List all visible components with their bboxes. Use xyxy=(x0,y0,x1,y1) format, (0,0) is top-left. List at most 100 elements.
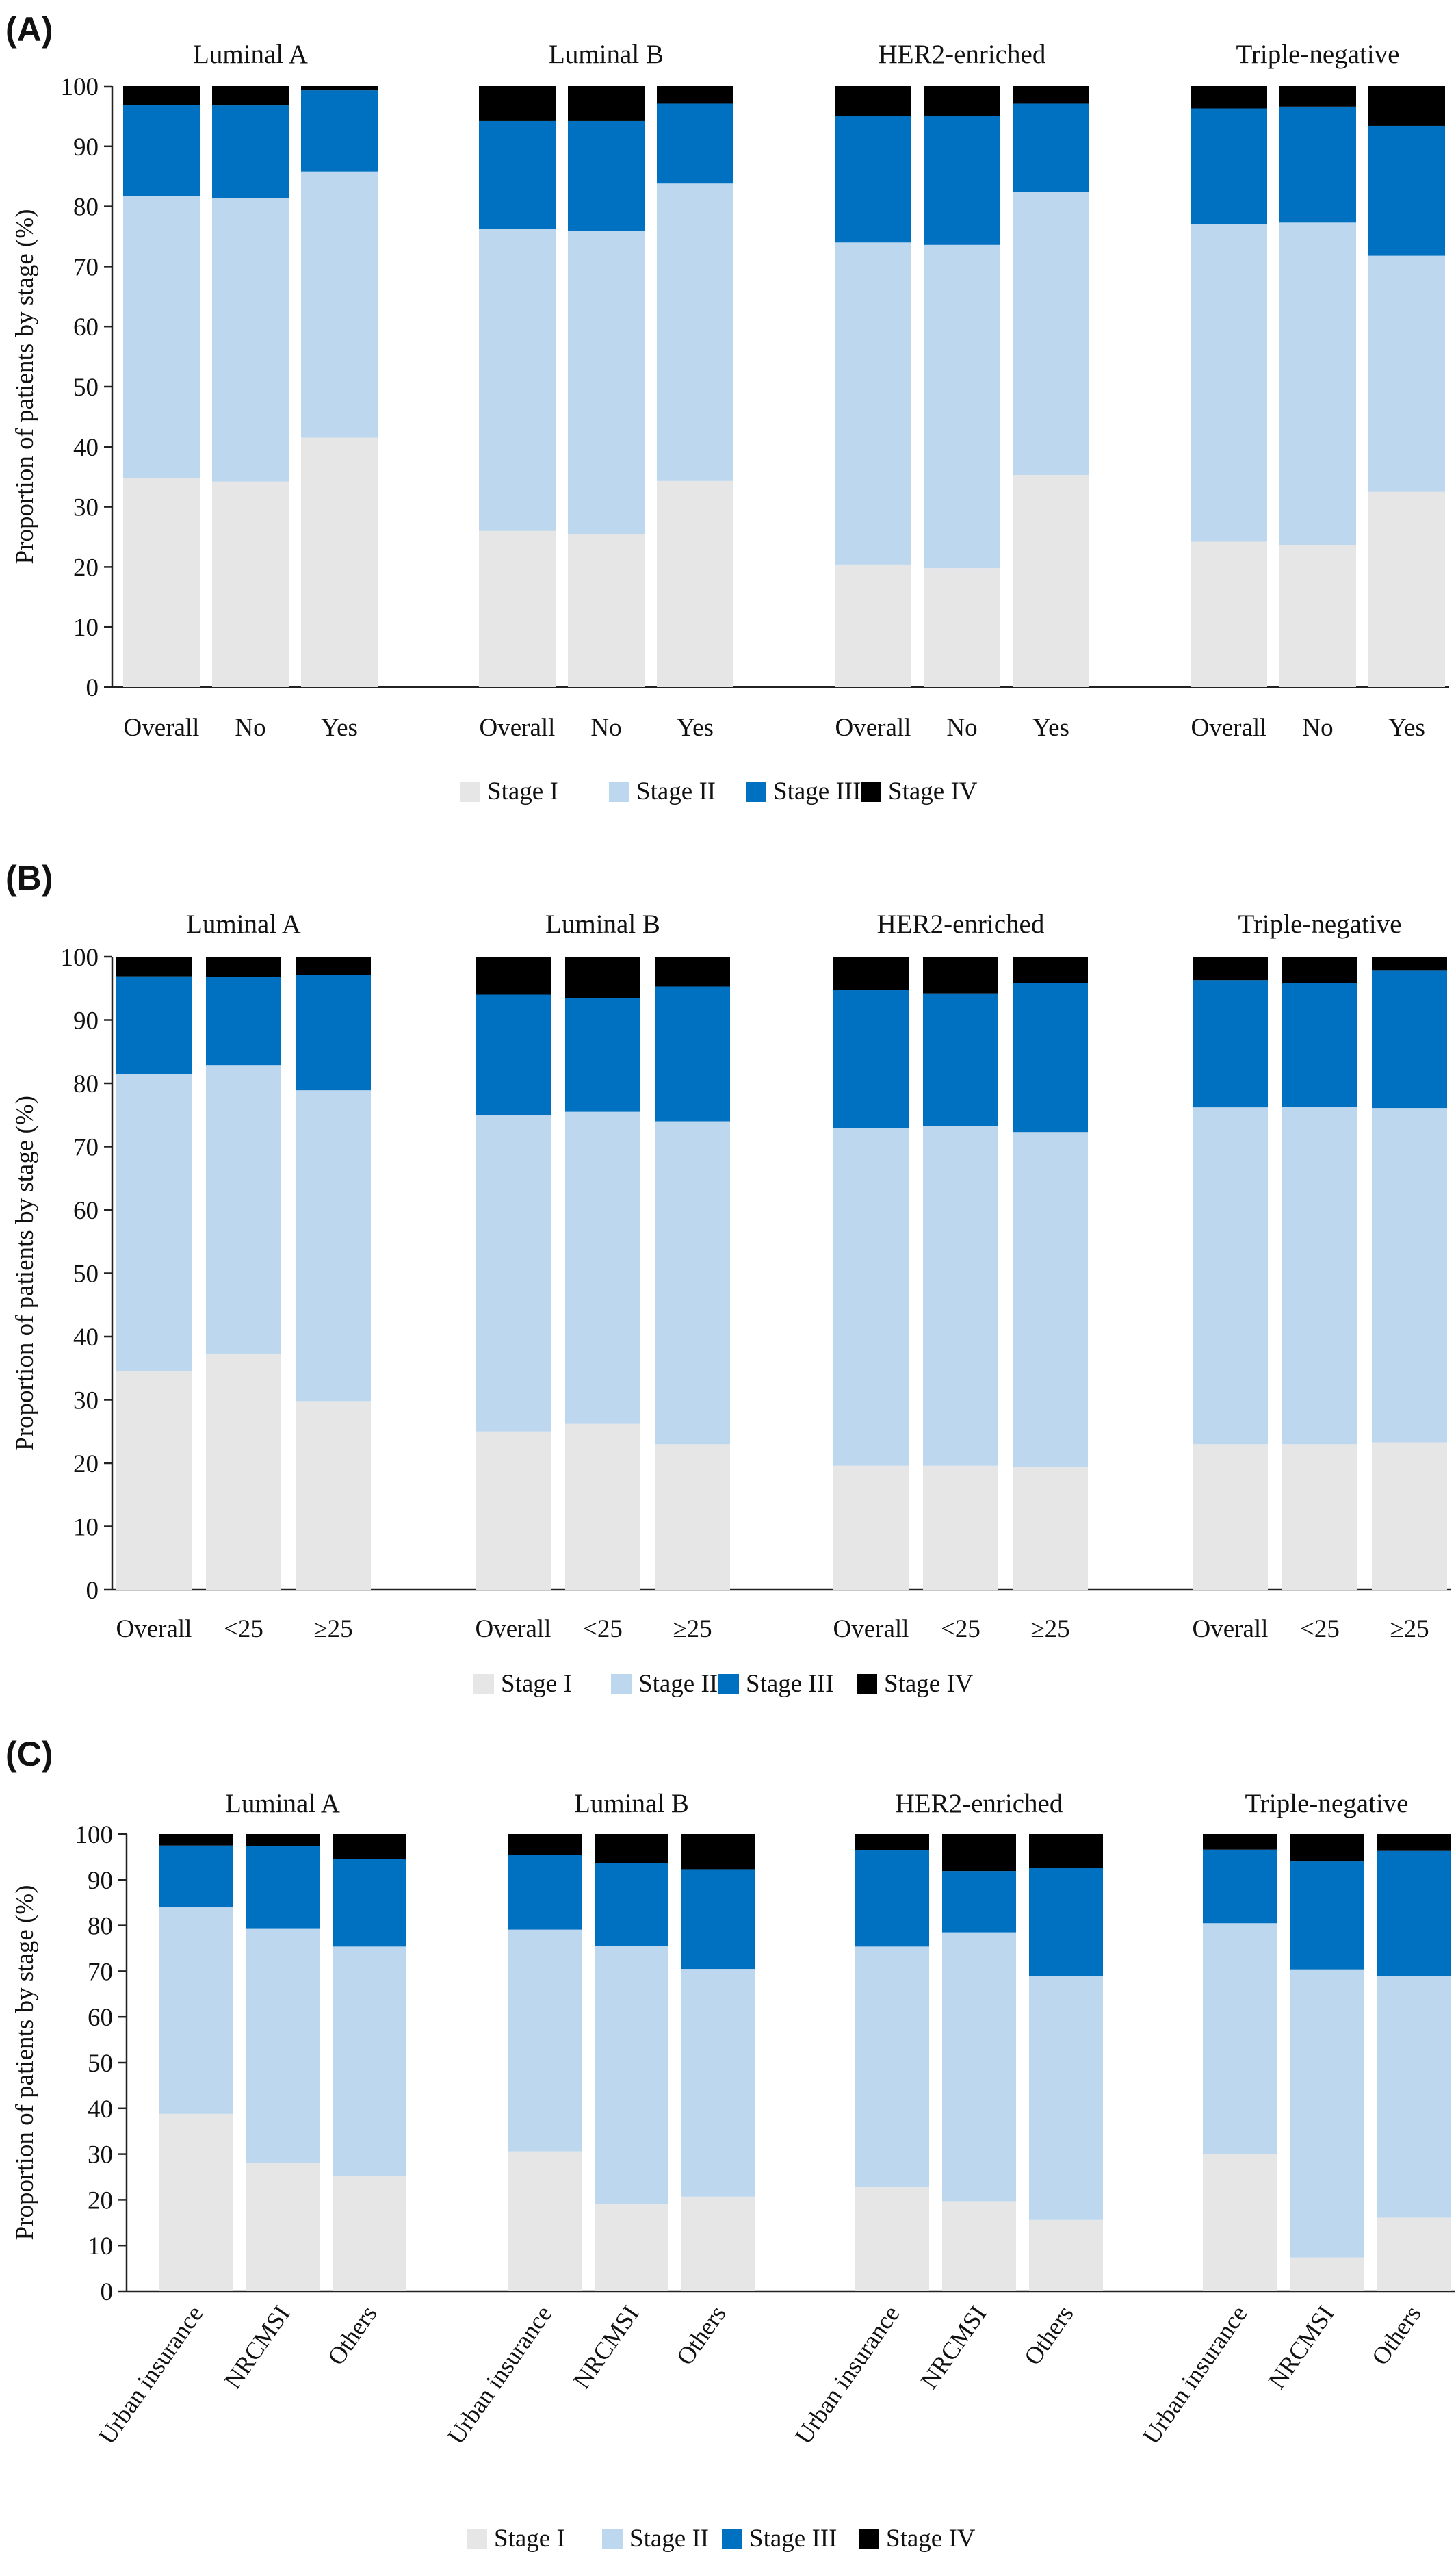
bar-segment xyxy=(479,120,556,229)
bar-segment xyxy=(1282,957,1357,983)
y-tick-label: 60 xyxy=(88,2004,113,2032)
bar-segment xyxy=(924,86,1000,116)
bar-segment xyxy=(565,1423,640,1590)
x-tick-label: Overall xyxy=(1193,1615,1269,1643)
bar-segment xyxy=(476,994,551,1115)
bar-segment xyxy=(1013,192,1089,476)
legend-label: Stage II xyxy=(638,1670,718,1698)
group-title: HER2-enriched xyxy=(896,1789,1063,1818)
bar-segment xyxy=(833,1465,909,1590)
group-title: HER2-enriched xyxy=(879,40,1046,69)
group-title: Luminal A xyxy=(193,40,308,69)
legend-label: Stage III xyxy=(746,1670,833,1698)
y-tick-label: 90 xyxy=(73,133,99,162)
y-tick-label: 90 xyxy=(88,1867,113,1895)
y-tick-label: 40 xyxy=(88,2095,113,2124)
bar-segment xyxy=(508,1834,582,1855)
bar-segment xyxy=(212,198,289,482)
bar-segment xyxy=(833,990,909,1128)
y-tick-label: 70 xyxy=(73,253,99,281)
x-tick-label: <25 xyxy=(583,1615,623,1643)
x-tick-label: No xyxy=(590,714,621,742)
y-tick-label: 10 xyxy=(88,2232,113,2260)
x-tick-label: Overall xyxy=(833,1615,909,1643)
bar-segment xyxy=(1013,103,1089,192)
group-title: Triple-negative xyxy=(1245,1789,1408,1818)
bar-segment xyxy=(1290,1834,1364,1862)
x-tick-label: NRCMSI xyxy=(1263,2301,1340,2394)
y-axis-title: Proportion of patients by stage (%) xyxy=(11,1096,39,1451)
group-title: Luminal B xyxy=(545,910,660,939)
legend-label: Stage IV xyxy=(886,2525,976,2553)
bar-segment xyxy=(655,1444,730,1590)
bar-segment xyxy=(1282,1444,1357,1590)
bar-segment xyxy=(159,1834,233,1846)
bar-segment xyxy=(657,103,733,184)
x-tick-label: ≥25 xyxy=(673,1615,712,1643)
x-tick-label: Overall xyxy=(835,714,911,742)
x-tick-label: Yes xyxy=(677,714,714,742)
x-tick-label: ≥25 xyxy=(1030,1615,1069,1643)
x-tick-label: Urban insurance xyxy=(93,2301,209,2449)
x-tick-label: ≥25 xyxy=(313,1615,352,1643)
y-tick-label: 70 xyxy=(73,1134,99,1162)
bar-segment xyxy=(296,1401,371,1590)
y-tick-label: 20 xyxy=(73,1450,99,1478)
x-tick-label: Urban insurance xyxy=(790,2301,905,2449)
panel-label: (A) xyxy=(5,10,53,49)
group-title: Triple-negative xyxy=(1238,910,1401,939)
y-tick-label: 0 xyxy=(86,1577,99,1605)
bar-segment xyxy=(655,1121,730,1445)
bar-segment xyxy=(123,196,200,478)
bar-segment xyxy=(1279,222,1356,545)
bar-segment xyxy=(212,105,289,198)
bar-segment xyxy=(206,957,281,977)
legend-swatch xyxy=(857,1674,877,1694)
bar-segment xyxy=(1368,491,1445,687)
bar-segment xyxy=(1279,545,1356,687)
bar-segment xyxy=(1191,108,1267,224)
bar-segment xyxy=(1282,1107,1357,1445)
bar-segment xyxy=(1203,2154,1277,2291)
y-tick-label: 70 xyxy=(88,1958,113,1986)
bar-segment xyxy=(479,530,556,687)
bar-segment xyxy=(508,1929,582,2152)
bar-segment xyxy=(923,1465,998,1590)
bar-segment xyxy=(296,1090,371,1402)
bar-segment xyxy=(568,231,645,534)
bar-segment xyxy=(1279,106,1356,223)
bar-segment xyxy=(595,1863,668,1946)
legend-swatch xyxy=(859,2529,879,2549)
bar-segment xyxy=(206,1065,281,1354)
bar-segment xyxy=(1191,86,1267,109)
bar-segment xyxy=(595,2204,668,2291)
bar-segment xyxy=(657,86,733,104)
legend-label: Stage IV xyxy=(888,777,978,805)
bar-segment xyxy=(655,957,730,987)
bar-segment xyxy=(1029,1834,1103,1868)
bar-segment xyxy=(476,957,551,995)
panel-label: (B) xyxy=(5,859,53,897)
y-tick-label: 80 xyxy=(88,1913,113,1941)
legend-swatch xyxy=(611,1674,632,1694)
legend-swatch xyxy=(602,2529,623,2549)
x-tick-label: Yes xyxy=(1032,714,1069,742)
bar-segment xyxy=(1282,983,1357,1107)
legend-swatch xyxy=(861,782,881,802)
bar-segment xyxy=(159,1845,233,1907)
bar-segment xyxy=(942,1871,1016,1933)
bar-segment xyxy=(855,1850,929,1947)
bar-segment xyxy=(116,957,192,977)
bar-segment xyxy=(206,977,281,1066)
bar-segment xyxy=(1368,255,1445,492)
bar-segment xyxy=(116,976,192,1074)
bar-segment xyxy=(924,568,1000,687)
x-tick-label: Urban insurance xyxy=(1137,2301,1253,2449)
legend-label: Stage III xyxy=(773,777,861,805)
bar-segment xyxy=(1193,957,1268,981)
bar-segment xyxy=(116,1371,192,1590)
group-title: Luminal B xyxy=(549,40,664,69)
bar-segment xyxy=(246,1846,320,1929)
bar-segment xyxy=(565,1111,640,1424)
